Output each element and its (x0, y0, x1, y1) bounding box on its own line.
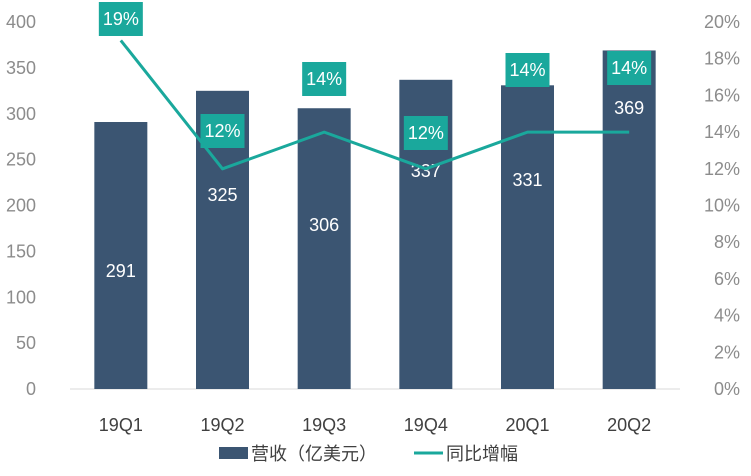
line-data-label: 12% (408, 123, 444, 143)
right-tick-label: 16% (704, 85, 740, 105)
line-data-label: 12% (204, 121, 240, 141)
line-label-box (98, 2, 143, 36)
line-data-labels: 19% 12% 14% 12% 14% 14% (98, 2, 652, 150)
right-tick-label: 18% (704, 49, 740, 69)
line-data-label: 14% (306, 69, 342, 89)
x-tick-label: 19Q4 (404, 415, 448, 435)
legend-line-label: 同比增幅 (446, 444, 518, 465)
bar-series (94, 50, 656, 390)
left-tick-label: 400 (6, 12, 36, 32)
x-tick-label: 20Q2 (607, 415, 651, 435)
bar (297, 108, 351, 390)
line-label-box (505, 53, 550, 87)
left-tick-label: 100 (6, 287, 36, 307)
right-tick-label: 2% (714, 342, 740, 362)
right-tick-label: 10% (704, 196, 740, 216)
left-tick-label: 150 (6, 241, 36, 261)
x-tick-label: 20Q1 (505, 415, 549, 435)
line-label-box (607, 51, 652, 85)
bar-data-label: 325 (207, 185, 237, 205)
legend-bar-label: 营收（亿美元） (251, 444, 377, 465)
right-tick-label: 12% (704, 159, 740, 179)
left-tick-label: 0 (26, 379, 36, 399)
right-tick-label: 14% (704, 122, 740, 142)
bar (501, 85, 554, 390)
right-tick-label: 6% (714, 269, 740, 289)
bar-data-label: 369 (614, 98, 644, 118)
legend-bar-swatch (219, 447, 248, 459)
right-tick-label: 20% (704, 12, 740, 32)
x-tick-label: 19Q3 (302, 415, 346, 435)
x-tick-label: 19Q1 (99, 415, 143, 435)
left-tick-label: 200 (6, 196, 36, 216)
line-label-box (302, 62, 347, 96)
right-tick-label: 8% (714, 232, 740, 252)
line-data-label: 19% (103, 9, 139, 29)
right-tick-label: 4% (714, 306, 740, 326)
right-tick-label: 0% (714, 379, 740, 399)
left-tick-label: 350 (6, 58, 36, 78)
bar (602, 50, 656, 389)
line-data-label: 14% (509, 60, 545, 80)
line-label-box (200, 114, 245, 148)
bar (94, 122, 148, 389)
right-axis: 0% 2% 4% 6% 8% 10% 12% 14% 16% 18% 20% (704, 12, 740, 399)
legend: 营收（亿美元） 同比增幅 (219, 444, 518, 465)
line-label-box (403, 116, 448, 150)
left-tick-label: 300 (6, 104, 36, 124)
x-tick-label: 19Q2 (200, 415, 244, 435)
bar-data-label: 291 (106, 261, 136, 281)
bar-data-label: 331 (512, 170, 542, 190)
left-axis: 0 50 100 150 200 250 300 350 400 (6, 12, 36, 399)
bar-data-label: 306 (309, 215, 339, 235)
left-tick-label: 250 (6, 150, 36, 170)
x-axis: 19Q1 19Q2 19Q3 19Q4 20Q1 20Q2 (99, 415, 651, 435)
line-data-label: 14% (611, 58, 647, 78)
left-tick-label: 50 (16, 333, 36, 353)
